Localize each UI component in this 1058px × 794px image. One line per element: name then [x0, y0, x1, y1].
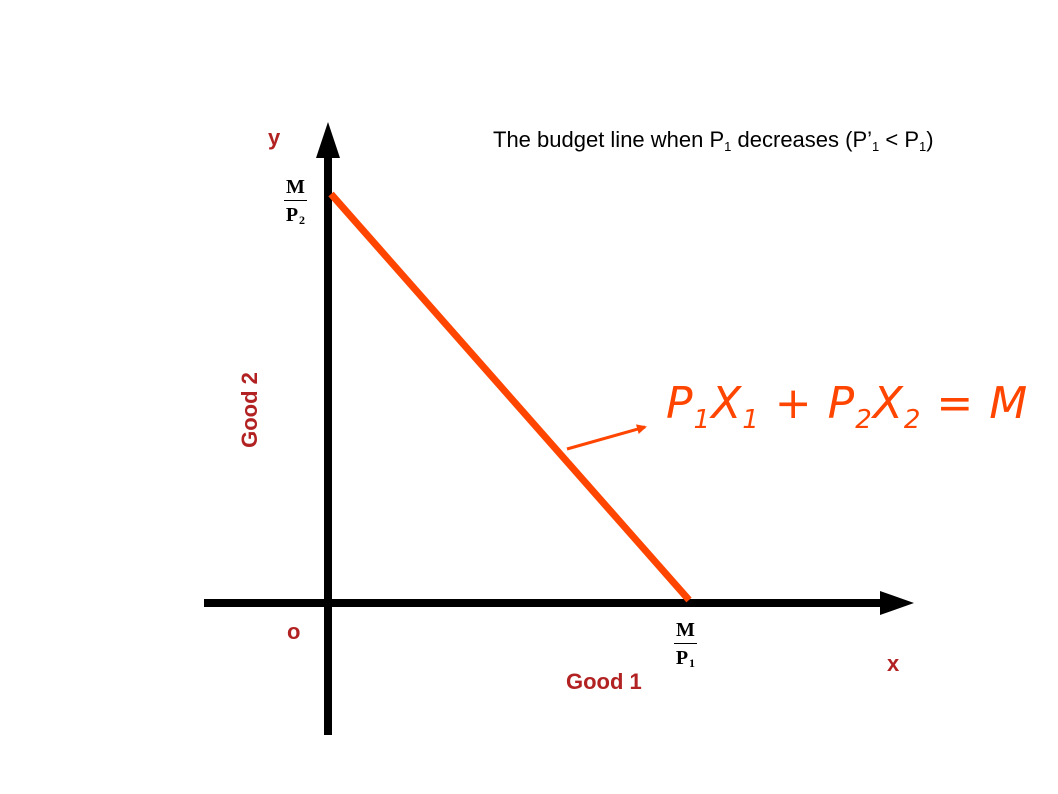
x-intercept-fraction: M P1: [674, 620, 697, 669]
title-lt: < P: [879, 127, 920, 152]
title-sub-3: 1: [919, 139, 927, 154]
x-axis-label: Good 1: [566, 669, 642, 694]
x-intercept-denominator: P1: [675, 647, 696, 670]
budget-equation: P1X1 + P2X2 = M: [666, 378, 1028, 435]
title-sub-1: 1: [724, 139, 732, 154]
y-intercept-numerator: M: [284, 177, 307, 201]
eq-x2-sub: 2: [903, 405, 922, 435]
title-prefix: The budget line when P: [493, 127, 725, 152]
origin-label: o: [287, 619, 301, 644]
equation-pointer-arrow: [566, 424, 647, 451]
eq-x1: X: [711, 378, 743, 429]
title-sub-2: 1: [872, 139, 880, 154]
eq-m: M: [989, 378, 1029, 429]
y-intercept-fraction: M P2: [284, 177, 307, 226]
y-axis-label: Good 2: [237, 372, 262, 448]
eq-p1-sub: 1: [693, 405, 712, 435]
x-intercept-den-sub: 1: [689, 656, 696, 670]
eq-p1: P: [666, 378, 694, 429]
eq-equals: =: [921, 378, 990, 429]
eq-p2: P: [827, 378, 856, 429]
budget-line: [328, 191, 692, 603]
x-intercept-numerator: M: [674, 620, 697, 644]
y-intercept-den-sub: 2: [299, 213, 306, 227]
title-middle: decreases (P’: [731, 127, 873, 152]
eq-x1-sub: 1: [742, 405, 760, 435]
title-suffix: ): [926, 127, 934, 152]
y-intercept-denominator: P2: [285, 204, 306, 227]
y-axis-letter: y: [268, 125, 281, 150]
eq-plus: +: [759, 378, 828, 429]
x-axis-letter: x: [887, 651, 900, 676]
eq-x2: X: [872, 378, 904, 429]
diagram-title: The budget line when P1 decreases (P’1 <…: [493, 127, 934, 154]
eq-p2-sub: 2: [855, 405, 873, 435]
y-axis-arrowhead: [316, 122, 340, 158]
x-axis-arrowhead: [880, 591, 914, 615]
